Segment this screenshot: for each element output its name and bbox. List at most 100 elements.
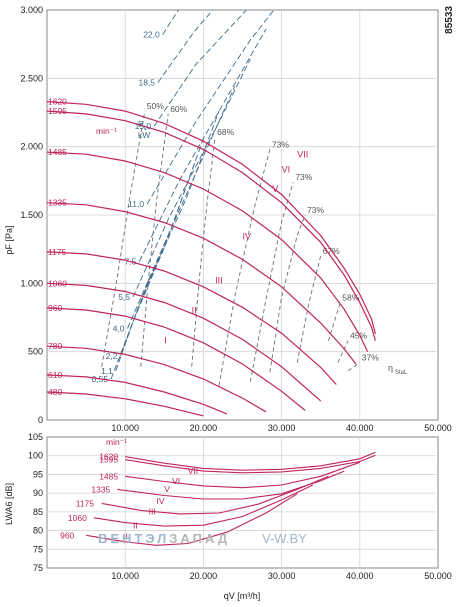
power-label: 11,0 [128, 199, 144, 209]
panel1-y-tick-label: 3.000 [20, 5, 43, 15]
rotor-variant-label: VII [297, 150, 308, 160]
speed-curve [46, 391, 204, 417]
noise-rotor-label: IV [156, 496, 164, 506]
panel1-y-tick-label: 2.000 [20, 142, 43, 152]
noise-rotor-label: VII [188, 466, 198, 476]
speed-label: 480 [48, 387, 62, 397]
efficiency-curve [269, 214, 306, 373]
efficiency-curve [101, 111, 146, 367]
noise-speed-label: 1060 [68, 513, 87, 523]
panel1-x-tick-label: 20.000 [190, 423, 218, 433]
panel2-x-tick-label: 30.000 [268, 571, 296, 581]
speed-curve [46, 251, 337, 385]
efficiency-curve [140, 113, 169, 367]
rotor-variant-label: II [192, 305, 197, 315]
noise-curve [101, 475, 329, 515]
noise-speed-label: 1335 [91, 484, 110, 494]
efficiency-label: 50% [147, 101, 164, 111]
panel2-y-tick-min: 75 [33, 563, 43, 573]
efficiency-label: 45% [350, 331, 367, 341]
panel2-x-tick-label: 40.000 [346, 571, 374, 581]
speed-label: 780 [48, 341, 62, 351]
panel2-frame [46, 436, 439, 569]
noise-curve [86, 493, 298, 546]
power-curve [115, 138, 204, 371]
speed-label: 610 [48, 370, 62, 380]
speed-label: 1620 [48, 97, 67, 107]
speed-label: 1335 [48, 198, 67, 208]
noise-curve [125, 461, 360, 489]
watermark-left: ВЕНТЭЛ [98, 531, 170, 546]
power-curve [120, 110, 220, 356]
speed-curve [46, 345, 267, 413]
panel1-x-tick-label: 10.000 [111, 423, 139, 433]
panel2-y-tick-label: 75 [33, 544, 43, 554]
watermark-brand: ВЕНТЭЛЗАПАД [98, 531, 230, 546]
noise-rotor-label: V [164, 484, 170, 494]
power-label: 5,5 [118, 292, 130, 302]
noise-speed-label: 1485 [99, 471, 118, 481]
power-label: 22,0 [143, 30, 160, 40]
power-symbol: P [138, 119, 144, 129]
panel1-y-axis-label: pF [Pa] [4, 225, 14, 254]
speed-unit-label: min⁻¹ [96, 126, 117, 136]
noise-curve [125, 454, 376, 474]
panel2-x-tick-label: 10.000 [111, 571, 139, 581]
panel2-x-tick-label: 50.000 [424, 571, 452, 581]
noise-rotor-label: II [133, 521, 138, 531]
noise-rotor-label: III [149, 507, 156, 517]
noise-speed-unit: min⁻¹ [106, 437, 127, 447]
power-label: 18,5 [138, 77, 155, 87]
noise-curve [125, 451, 376, 471]
efficiency-curve [218, 149, 271, 386]
noise-speed-label: 960 [60, 530, 74, 540]
panel1-x-tick-label: 40.000 [346, 423, 374, 433]
efficiency-curve [191, 137, 216, 367]
eff-symbol: η [388, 363, 393, 373]
speed-curve [46, 151, 369, 352]
power-curve [153, 9, 247, 127]
efficiency-curve [328, 302, 341, 341]
noise-curve [117, 470, 345, 500]
efficiency-label: 60% [170, 104, 187, 114]
x-axis-label: qV [m³/h] [224, 591, 261, 601]
efficiency-label: 37% [362, 353, 379, 363]
power-symbol-sub: L [144, 126, 148, 132]
noise-speed-label: 1175 [76, 498, 95, 508]
power-unit-label: kW [138, 130, 150, 140]
speed-curve [46, 101, 376, 335]
speed-label: 1060 [48, 278, 67, 288]
panel2-y-tick-label: 85 [33, 507, 43, 517]
speed-curve [46, 374, 228, 415]
speed-label: 1175 [48, 247, 67, 257]
speed-label: 960 [48, 303, 62, 313]
rotor-variant-label: III [215, 275, 223, 285]
noise-curve [93, 484, 314, 527]
panel2-y-tick-label: 105 [28, 432, 43, 442]
power-label: 1,1 [101, 366, 113, 376]
power-curve [127, 86, 236, 329]
watermark-site: V-W.BY [262, 531, 307, 546]
panel1-y-tick-label: 2.500 [20, 73, 43, 83]
rotor-variant-label: VI [282, 165, 291, 175]
power-curve [132, 58, 251, 298]
panel2-y-tick-label: 90 [33, 488, 43, 498]
panel1-y-tick-label: 500 [28, 347, 43, 357]
power-label: 2,2 [106, 351, 118, 361]
power-curve [162, 9, 179, 35]
efficiency-curve [347, 362, 361, 372]
speed-curve [46, 307, 306, 411]
efficiency-label: 73% [307, 205, 324, 215]
speed-label: 1485 [48, 147, 67, 157]
panel1-x-tick-label: 30.000 [268, 423, 296, 433]
watermark-mid: ЗАПАД [169, 531, 231, 546]
power-curve [110, 160, 197, 380]
efficiency-curve [249, 182, 294, 382]
efficiency-label: 73% [272, 139, 289, 149]
power-curve [146, 9, 275, 205]
eff-symbol-sub: StaL [395, 370, 408, 376]
speed-curve [46, 110, 376, 341]
speed-curve [46, 282, 322, 402]
noise-speed-label: 1595 [99, 455, 118, 465]
